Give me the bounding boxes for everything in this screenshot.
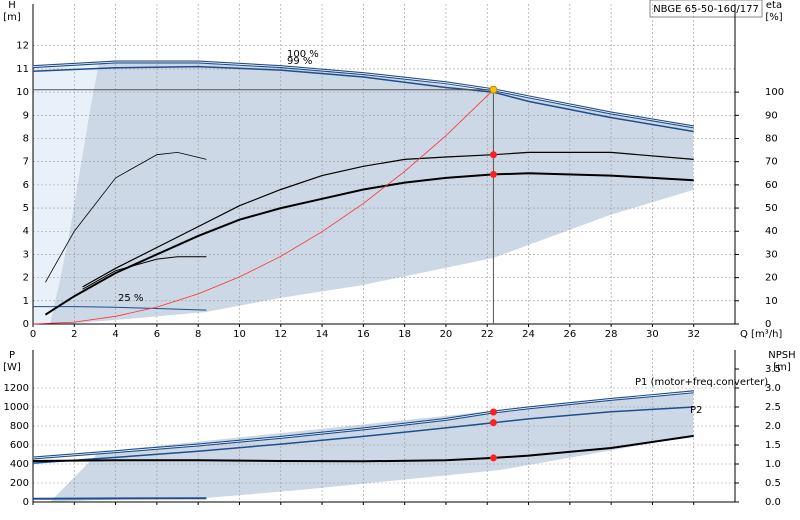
- y-tick-label: 7: [23, 157, 29, 168]
- y2-tick-label: 40: [765, 226, 778, 237]
- y-tick-label: 200: [10, 478, 29, 489]
- y2-tick-label: 0.5: [765, 478, 781, 489]
- x-tick-label: 26: [563, 329, 576, 340]
- y2-axis-label: eta: [766, 0, 782, 11]
- x-tick-label: 24: [522, 329, 535, 340]
- curve: [82, 256, 207, 290]
- y2-tick-label: 100: [765, 87, 784, 98]
- y2-tick-label: 30: [765, 249, 778, 260]
- curve: [32, 434, 694, 463]
- y-tick-label: 10: [16, 87, 29, 98]
- operating-area: [50, 62, 693, 324]
- y2-axis-unit: [m]: [773, 362, 791, 373]
- y-tick-label: 1200: [4, 383, 29, 394]
- y-tick-label: 1000: [4, 402, 29, 413]
- y2-tick-label: 3.0: [765, 383, 781, 394]
- duty-point: [489, 85, 498, 94]
- y-tick-label: 9: [23, 110, 29, 121]
- y-axis-label: P: [9, 350, 15, 361]
- y2-tick-label: 2.5: [765, 402, 781, 413]
- x-tick-label: 30: [646, 329, 659, 340]
- y-tick-label: 4: [23, 226, 29, 237]
- x-axis-label: Q [m³/h]: [740, 329, 782, 340]
- duty-point: [489, 151, 497, 159]
- y-axis-label: H: [8, 0, 16, 11]
- curve: [82, 151, 694, 288]
- x-tick-label: 12: [274, 329, 287, 340]
- axis-line: [32, 4, 736, 325]
- y-tick-label: 0: [23, 497, 29, 508]
- curve: [32, 65, 694, 133]
- curve: [32, 61, 694, 128]
- chart-title: NBGE 65-50-160/177: [653, 4, 759, 15]
- title-box: [649, 0, 763, 18]
- x-tick-label: 2: [71, 329, 77, 340]
- range-area: [33, 63, 99, 324]
- y2-tick-label: 90: [765, 110, 778, 121]
- y2-axis-label: NPSH: [768, 350, 795, 361]
- y2-tick-label: 1.5: [765, 440, 781, 451]
- y2-tick-label: 2.0: [765, 421, 781, 432]
- y-tick-label: 1: [23, 296, 29, 307]
- duty-point: [489, 170, 497, 178]
- x-tick-label: 4: [112, 329, 118, 340]
- x-tick-label: 28: [605, 329, 618, 340]
- x-tick-label: 0: [30, 329, 36, 340]
- x-tick-label: 16: [357, 329, 370, 340]
- curve-label: 100 %: [287, 49, 319, 60]
- duty-point: [489, 408, 497, 416]
- x-tick-label: 20: [440, 329, 453, 340]
- x-tick-label: 18: [398, 329, 411, 340]
- y-tick-label: 400: [10, 459, 29, 470]
- curve: [33, 306, 207, 311]
- y2-tick-label: 0.0: [765, 497, 781, 508]
- duty-point: [489, 419, 497, 427]
- curve-label: 99 %: [287, 56, 312, 67]
- y-tick-label: 600: [10, 440, 29, 451]
- curve-label: P1 (motor+freq.converter): [635, 377, 768, 388]
- curve: [45, 151, 207, 283]
- axis-line: [32, 350, 736, 503]
- y2-tick-label: 3.5: [765, 364, 781, 375]
- y2-tick-label: 1.0: [765, 459, 781, 470]
- y2-tick-label: 20: [765, 273, 778, 284]
- y-axis-unit: [m]: [3, 12, 21, 23]
- y-tick-label: 12: [16, 41, 29, 52]
- y-tick-label: 5: [23, 203, 29, 214]
- curve-label: 25 %: [118, 293, 143, 304]
- y2-tick-label: 80: [765, 133, 778, 144]
- y-tick-label: 3: [23, 249, 29, 260]
- curve-label: P2: [690, 405, 702, 416]
- y2-tick-label: 0: [765, 319, 771, 330]
- y2-tick-label: 50: [765, 203, 778, 214]
- y-tick-label: 0: [23, 319, 29, 330]
- y-axis-unit: [W]: [3, 362, 21, 373]
- y-tick-label: 8: [23, 133, 29, 144]
- y-tick-label: 6: [23, 180, 29, 191]
- y-tick-label: 800: [10, 421, 29, 432]
- curve: [32, 497, 207, 500]
- y2-axis-unit: [%]: [765, 12, 782, 23]
- y-tick-label: 2: [23, 273, 29, 284]
- y-tick-label: 11: [16, 64, 29, 75]
- y2-tick-label: 70: [765, 157, 778, 168]
- curve: [32, 391, 694, 459]
- curve: [32, 406, 694, 464]
- y2-tick-label: 60: [765, 180, 778, 191]
- x-tick-label: 22: [481, 329, 494, 340]
- x-tick-label: 32: [687, 329, 700, 340]
- x-tick-label: 10: [233, 329, 246, 340]
- x-tick-label: 14: [316, 329, 329, 340]
- duty-point: [489, 454, 497, 462]
- x-tick-label: 8: [195, 329, 201, 340]
- y2-tick-label: 10: [765, 296, 778, 307]
- x-tick-label: 6: [154, 329, 160, 340]
- curve: [32, 89, 494, 325]
